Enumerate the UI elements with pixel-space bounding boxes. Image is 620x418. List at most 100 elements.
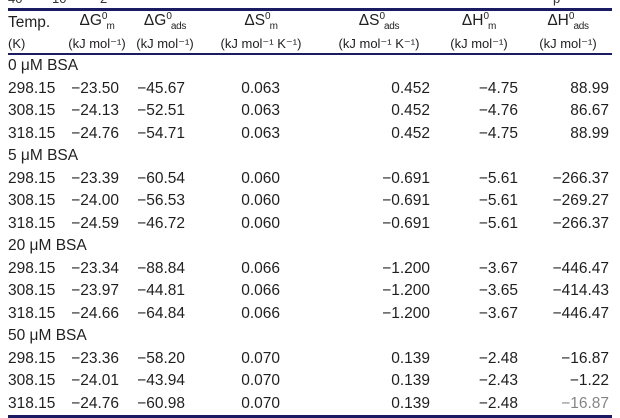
col-unit-dh-m: (kJ mol⁻¹) — [434, 33, 524, 55]
table-cell: 0.063 — [241, 124, 280, 142]
table-cell: −5.61 — [478, 192, 518, 209]
table-cell: −64.84 — [137, 304, 185, 322]
table-row: 318.15 −24.66 −64.84 0.066 −1.200 −3.67 … — [8, 303, 612, 326]
table-cell: −1.22 — [569, 372, 609, 389]
table-cell: 0.452 — [391, 124, 430, 142]
table-cell: −23.50 — [71, 79, 119, 97]
section-label: 0 μM BSA — [8, 57, 79, 74]
table-cell: −2.43 — [478, 372, 518, 389]
cropped-text-fragment: 10 — [52, 0, 66, 5]
table-cell: −414.43 — [552, 282, 609, 299]
col-header-ds-m: ΔS0m — [198, 10, 324, 34]
table-row: 308.15 −24.13 −52.51 0.063 0.452 −4.76 8… — [8, 100, 612, 123]
col-unit-dg-m: (kJ mol⁻¹) — [62, 33, 132, 55]
table-cell: 0.070 — [241, 372, 280, 389]
table-cell: 298.15 — [8, 79, 56, 97]
header-label: ΔG — [143, 12, 167, 29]
table-cell: −54.71 — [137, 124, 185, 142]
cropped-text-strip: 40 10 2 p — [0, 0, 620, 8]
table-row: 318.15 −24.76 −60.98 0.070 0.139 −2.48 −… — [8, 393, 612, 417]
table-cell: 88.99 — [570, 79, 609, 97]
table-row: 298.15 −23.39 −60.54 0.060 −0.691 −5.61 … — [8, 168, 612, 191]
table-cell: −46.72 — [137, 214, 185, 232]
cropped-text-fragment: 40 — [8, 0, 22, 5]
table-cell: −3.67 — [478, 259, 518, 277]
col-unit-dg-ads: (kJ mol⁻¹) — [132, 33, 198, 55]
table-cell: −3.67 — [478, 304, 518, 322]
table-cell: 318.15 — [8, 124, 56, 142]
table-cell: −24.76 — [71, 394, 119, 412]
table-cell: −1.200 — [382, 282, 430, 299]
table-cell: −58.20 — [137, 349, 185, 367]
cropped-text-fragment: 2 — [100, 0, 107, 5]
thermodynamic-parameters-table: Temp. ΔG0m ΔG0ads ΔS0m ΔS0ads ΔH0m ΔH0ad… — [8, 8, 612, 418]
header-superscript: 0 — [379, 11, 386, 22]
cropped-text-fragment: p — [553, 0, 560, 5]
table-cell: 0.063 — [241, 102, 280, 119]
col-header-dg-m: ΔG0m — [62, 10, 132, 34]
table-cell: 0.070 — [241, 394, 280, 412]
table-cell: −266.37 — [552, 214, 609, 232]
col-header-ds-ads: ΔS0ads — [324, 10, 434, 34]
header-label: ΔS — [358, 12, 380, 29]
section-label: 5 μM BSA — [8, 147, 79, 164]
table-cell: −24.01 — [71, 372, 119, 389]
col-header-dh-m: ΔH0m — [434, 10, 524, 34]
table-cell: −4.76 — [478, 102, 518, 119]
table-cell: −24.13 — [71, 102, 119, 119]
table-row: 318.15 −24.76 −54.71 0.063 0.452 −4.75 8… — [8, 123, 612, 146]
header-label: ΔS — [244, 12, 266, 29]
table-cell: 318.15 — [8, 394, 56, 412]
header-label: ΔG — [79, 12, 102, 29]
table-cell: −0.691 — [382, 169, 430, 187]
table-cell: 298.15 — [8, 349, 56, 367]
header-label: ΔH — [547, 12, 569, 29]
table-cell: 318.15 — [8, 304, 56, 322]
table-row: 308.15 −24.00 −56.53 0.060 −0.691 −5.61 … — [8, 190, 612, 213]
table-cell: −2.48 — [478, 394, 518, 412]
table-cell: −446.47 — [552, 259, 609, 277]
table-header: Temp. ΔG0m ΔG0ads ΔS0m ΔS0ads ΔH0m ΔH0ad… — [8, 10, 612, 55]
table-cell: 0.060 — [241, 214, 280, 232]
table-row: 298.15 −23.36 −58.20 0.070 0.139 −2.48 −… — [8, 348, 612, 371]
table-row: 298.15 −23.34 −88.84 0.066 −1.200 −3.67 … — [8, 258, 612, 281]
table-cell: −0.691 — [382, 214, 430, 232]
table-cell: −24.66 — [71, 304, 119, 322]
table-cell: −1.200 — [382, 259, 430, 277]
table-cell: 0.060 — [241, 169, 280, 187]
table-row: 308.15 −24.01 −43.94 0.070 0.139 −2.43 −… — [8, 370, 612, 393]
table-cell: −5.61 — [478, 214, 518, 232]
table-cell: −24.00 — [71, 192, 119, 209]
table-cell: −4.75 — [478, 124, 518, 142]
col-header-dh-ads: ΔH0ads — [524, 10, 612, 34]
header-superscript: 0 — [568, 11, 575, 22]
col-header-temp: Temp. — [8, 10, 62, 34]
table-cell: −60.98 — [137, 394, 185, 412]
table-cell: −44.81 — [137, 282, 185, 299]
header-subscript: m — [106, 21, 115, 32]
table-cell: 308.15 — [8, 192, 56, 209]
table-cell: −24.76 — [71, 124, 119, 142]
table-cell: 0.066 — [241, 282, 280, 299]
section-row-5um: 5 μM BSA — [8, 145, 612, 168]
table-cell: −23.36 — [71, 349, 119, 367]
table-cell: −0.691 — [382, 192, 430, 209]
table-cell: 0.066 — [241, 259, 280, 277]
table-cell: 0.070 — [241, 349, 280, 367]
table-cell: 298.15 — [8, 169, 56, 187]
header-superscript: 0 — [483, 11, 490, 22]
header-subscript: m — [488, 21, 497, 32]
header-subscript: m — [269, 21, 278, 32]
col-unit-temp: (K) — [8, 33, 62, 55]
table-cell: −88.84 — [137, 259, 185, 277]
table-cell: 308.15 — [8, 102, 56, 119]
table-cell: −16.87 — [561, 394, 609, 412]
table-cell: 0.060 — [241, 192, 280, 209]
table-cell: −1.200 — [382, 304, 430, 322]
table-row: 318.15 −24.59 −46.72 0.060 −0.691 −5.61 … — [8, 213, 612, 236]
table-cell: 0.139 — [391, 372, 430, 389]
header-symbol-row: Temp. ΔG0m ΔG0ads ΔS0m ΔS0ads ΔH0m ΔH0ad… — [8, 10, 612, 34]
col-unit-ds-m: (kJ mol⁻¹ K⁻¹) — [198, 33, 324, 55]
table-cell: −52.51 — [137, 102, 185, 119]
header-superscript: 0 — [101, 11, 108, 22]
